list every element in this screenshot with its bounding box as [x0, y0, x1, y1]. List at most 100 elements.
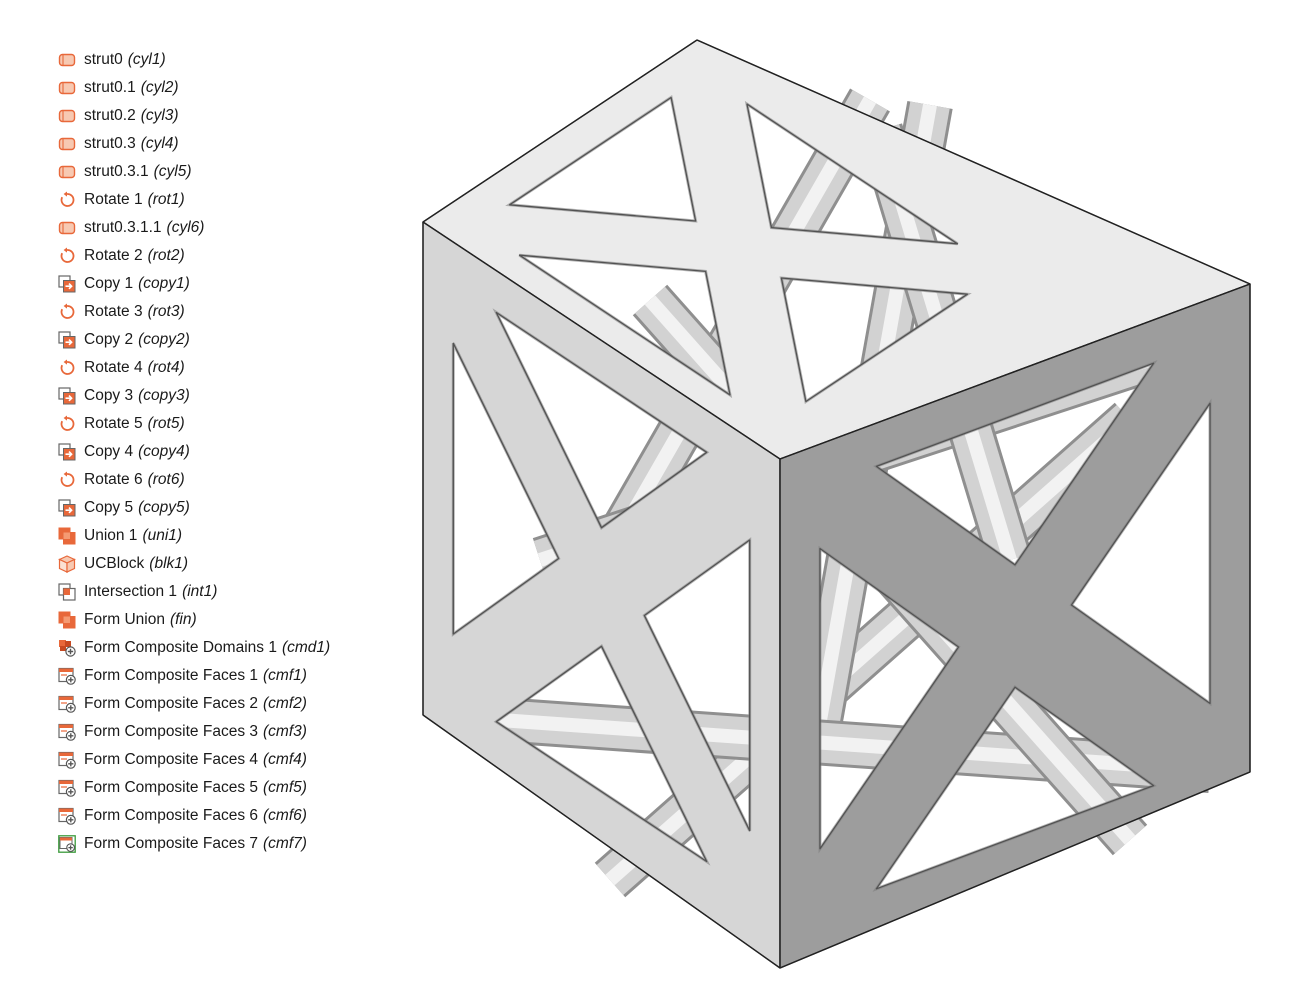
- tree-node-tag: (copy4): [138, 443, 190, 460]
- tree-node-tag: (rot6): [147, 471, 185, 488]
- tree-node[interactable]: strut0.1 (cyl2): [58, 74, 398, 102]
- window-bevel: [872, 685, 1157, 892]
- tree-node-label: strut0.3: [84, 135, 136, 152]
- lattice-cube-model: [422, 39, 1251, 969]
- tree-node[interactable]: Rotate 4 (rot4): [58, 354, 398, 382]
- tree-node-tag: (copy2): [138, 331, 190, 348]
- tree-node[interactable]: Copy 3 (copy3): [58, 382, 398, 410]
- tree-node-tag: (cyl4): [140, 135, 179, 152]
- tree-node-label: UCBlock: [84, 555, 145, 572]
- composite-faces-icon: [58, 723, 76, 741]
- tree-node-label: Form Composite Domains 1: [84, 639, 277, 656]
- tree-node-tag: (rot5): [147, 415, 185, 432]
- window-bevel: [451, 342, 561, 637]
- intersection-icon: [58, 583, 76, 601]
- tree-node-tag: (cmf5): [263, 779, 307, 796]
- tree-node[interactable]: Rotate 5 (rot5): [58, 410, 398, 438]
- tree-node[interactable]: Rotate 1 (rot1): [58, 186, 398, 214]
- graphics-viewport[interactable]: [410, 30, 1290, 980]
- cylinder-icon: [58, 135, 76, 153]
- tree-node-tag: (rot4): [147, 359, 185, 376]
- tree-node[interactable]: Form Composite Domains 1 (cmd1): [58, 634, 398, 662]
- tree-node-label: strut0.1: [84, 79, 136, 96]
- rotate-icon: [58, 303, 76, 321]
- copy-icon: [58, 331, 76, 349]
- cylinder-icon: [58, 219, 76, 237]
- tree-node-tag: (cmf3): [263, 723, 307, 740]
- tree-node[interactable]: UCBlock (blk1): [58, 550, 398, 578]
- tree-node[interactable]: strut0.3.1 (cyl5): [58, 158, 398, 186]
- tree-node-label: Form Composite Faces 5: [84, 779, 258, 796]
- tree-node[interactable]: Copy 1 (copy1): [58, 270, 398, 298]
- composite-faces-icon: [58, 695, 76, 713]
- tree-node[interactable]: Copy 2 (copy2): [58, 326, 398, 354]
- tree-node-label: Copy 4: [84, 443, 134, 460]
- tree-node[interactable]: Form Composite Faces 2 (cmf2): [58, 690, 398, 718]
- tree-node[interactable]: strut0.3 (cyl4): [58, 130, 398, 158]
- tree-node-label: Copy 2: [84, 331, 134, 348]
- window-bevel: [492, 308, 710, 530]
- tree-node-label: Form Composite Faces 6: [84, 807, 258, 824]
- tree-node-label: Copy 3: [84, 387, 134, 404]
- tree-node[interactable]: Form Composite Faces 3 (cmf3): [58, 718, 398, 746]
- copy-icon: [58, 387, 76, 405]
- rotate-icon: [58, 359, 76, 377]
- tree-node[interactable]: Copy 5 (copy5): [58, 494, 398, 522]
- tree-node-label: Form Composite Faces 3: [84, 723, 258, 740]
- tree-node-tag: (cyl6): [166, 219, 205, 236]
- tree-node-label: strut0.2: [84, 107, 136, 124]
- tree-node-tag: (cyl1): [127, 51, 166, 68]
- union-icon: [58, 527, 76, 545]
- tree-node-label: Form Composite Faces 7: [84, 835, 258, 852]
- tree-node-tag: (fin): [169, 611, 197, 628]
- tree-node[interactable]: Form Composite Faces 6 (cmf6): [58, 802, 398, 830]
- tree-node[interactable]: Rotate 2 (rot2): [58, 242, 398, 270]
- tree-node-tag: (cmf6): [263, 807, 307, 824]
- tree-node[interactable]: Form Composite Faces 1 (cmf1): [58, 662, 398, 690]
- tree-node[interactable]: Rotate 3 (rot3): [58, 298, 398, 326]
- composite-faces-icon: [58, 807, 76, 825]
- interior-strut-highlight: [499, 713, 1211, 777]
- tree-node-label: Form Composite Faces 1: [84, 667, 258, 684]
- tree-node[interactable]: Intersection 1 (int1): [58, 578, 398, 606]
- tree-node[interactable]: Form Composite Faces 4 (cmf4): [58, 746, 398, 774]
- window-bevel: [818, 545, 961, 854]
- block-icon: [58, 555, 76, 573]
- cylinder-icon: [58, 51, 76, 69]
- tree-node-tag: (copy3): [138, 387, 190, 404]
- tree-node-label: strut0.3.1.1: [84, 219, 162, 236]
- tree-node[interactable]: strut0 (cyl1): [58, 46, 398, 74]
- tree-node-tag: (rot3): [147, 303, 185, 320]
- copy-icon: [58, 499, 76, 517]
- tree-node-label: Copy 1: [84, 275, 134, 292]
- tree-node-label: Rotate 4: [84, 359, 143, 376]
- tree-node[interactable]: Form Composite Faces 5 (cmf5): [58, 774, 398, 802]
- cube-edge: [696, 39, 1251, 285]
- tree-node[interactable]: Form Union (fin): [58, 606, 398, 634]
- tree-node-tag: (int1): [182, 583, 218, 600]
- tree-node-label: Form Composite Faces 4: [84, 751, 258, 768]
- tree-node-label: strut0: [84, 51, 123, 68]
- form-union-icon: [58, 611, 76, 629]
- tree-node-tag: (rot1): [147, 191, 185, 208]
- rotate-icon: [58, 191, 76, 209]
- tree-node-tag: (rot2): [147, 247, 185, 264]
- window-bevel: [744, 100, 959, 246]
- tree-node[interactable]: Copy 4 (copy4): [58, 438, 398, 466]
- tree-node[interactable]: Rotate 6 (rot6): [58, 466, 398, 494]
- tree-node-tag: (cmf2): [263, 695, 307, 712]
- tree-node[interactable]: Form Composite Faces 7 (cmf7): [58, 830, 398, 858]
- tree-node-label: strut0.3.1: [84, 163, 149, 180]
- tree-node-tag: (cyl3): [140, 107, 179, 124]
- tree-node-tag: (cmf7): [263, 835, 307, 852]
- tree-node[interactable]: Union 1 (uni1): [58, 522, 398, 550]
- cube-edge: [422, 39, 698, 223]
- tree-node[interactable]: strut0.3.1.1 (cyl6): [58, 214, 398, 242]
- tree-node-tag: (copy1): [138, 275, 190, 292]
- tree-node-label: Union 1: [84, 527, 138, 544]
- tree-node-label: Rotate 6: [84, 471, 143, 488]
- tree-node-tag: (cyl2): [140, 79, 179, 96]
- tree-node-label: Form Composite Faces 2: [84, 695, 258, 712]
- tree-node[interactable]: strut0.2 (cyl3): [58, 102, 398, 130]
- geometry-sequence-tree: strut0 (cyl1) strut0.1 (cyl2) strut0.2 (cyl3)…: [58, 46, 398, 858]
